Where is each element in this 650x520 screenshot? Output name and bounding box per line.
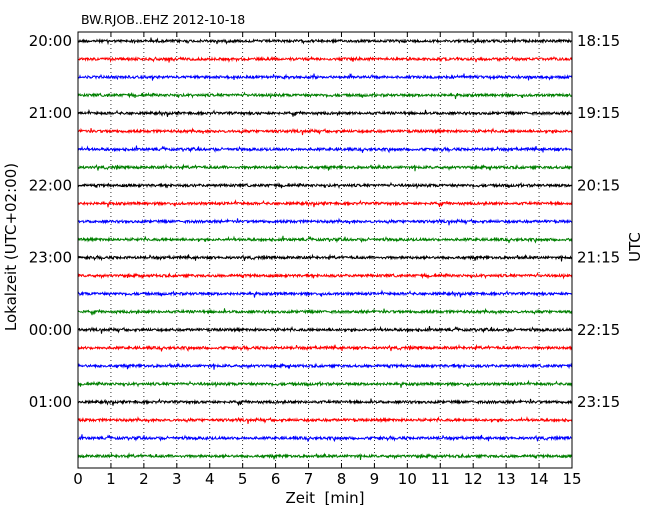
x-tick-label: 2 [139, 470, 149, 488]
trace-line [77, 145, 573, 154]
x-tick-label: 7 [304, 470, 314, 488]
left-y-tick-label: 00:00 [29, 321, 72, 339]
trace-line [77, 55, 573, 64]
trace-line [77, 398, 573, 406]
trace-line [77, 181, 573, 190]
trace-line [77, 452, 573, 461]
x-tick-label: 3 [172, 470, 182, 488]
right-y-axis-label: UTC [626, 232, 644, 262]
trace-line [77, 235, 573, 244]
x-axis-ticks: 0 1 2 3 4 5 6 7 8 9 10 11 12 13 14 15 [73, 32, 582, 488]
trace-line [77, 163, 573, 172]
x-tick-label: 10 [398, 470, 417, 488]
trace-line [77, 73, 573, 81]
right-y-tick-label: 23:15 [577, 393, 620, 411]
left-y-axis-label: Lokalzeit (UTC+02:00) [2, 163, 20, 331]
trace-line [77, 272, 573, 280]
trace-line [77, 37, 573, 46]
trace-line [77, 343, 573, 352]
trace-line [77, 108, 573, 117]
right-y-tick-label: 21:15 [577, 249, 620, 267]
trace-line [77, 127, 573, 136]
left-y-tick-label: 20:00 [29, 32, 72, 50]
trace-line [77, 253, 573, 262]
trace-line [77, 217, 573, 226]
left-y-axis-ticks: 20:00 21:00 22:00 23:00 00:00 01:00 [29, 32, 83, 411]
x-tick-label: 15 [562, 470, 581, 488]
trace-line [77, 199, 573, 208]
plot-frame [77, 31, 573, 469]
right-y-tick-label: 20:15 [577, 176, 620, 194]
left-y-tick-label: 23:00 [29, 249, 72, 267]
trace-line [77, 307, 573, 316]
x-tick-label: 4 [205, 470, 215, 488]
trace-line [77, 325, 573, 334]
trace-line [77, 379, 573, 388]
grid-lines [110, 32, 540, 468]
trace-line [77, 289, 573, 298]
x-axis-label: Zeit [min] [285, 489, 364, 507]
right-y-tick-label: 18:15 [577, 32, 620, 50]
x-tick-label: 1 [106, 470, 116, 488]
seismic-traces [77, 37, 573, 461]
x-tick-label: 11 [431, 470, 450, 488]
chart-title: BW.RJOB..EHZ 2012-10-18 [81, 12, 245, 27]
trace-line [77, 434, 573, 443]
x-tick-label: 12 [464, 470, 483, 488]
right-y-axis-ticks: 18:15 19:15 20:15 21:15 22:15 23:15 [567, 32, 620, 411]
left-y-tick-label: 22:00 [29, 176, 72, 194]
trace-line [77, 91, 573, 100]
right-y-tick-label: 19:15 [577, 104, 620, 122]
x-tick-label: 8 [337, 470, 347, 488]
x-tick-label: 5 [238, 470, 248, 488]
right-y-tick-label: 22:15 [577, 321, 620, 339]
x-tick-label: 13 [497, 470, 516, 488]
x-tick-label: 9 [370, 470, 380, 488]
x-tick-label: 0 [73, 470, 83, 488]
x-tick-label: 14 [530, 470, 549, 488]
left-y-tick-label: 21:00 [29, 104, 72, 122]
trace-line [77, 415, 573, 424]
trace-line [77, 362, 573, 370]
x-tick-label: 6 [271, 470, 281, 488]
left-y-tick-label: 01:00 [29, 393, 72, 411]
